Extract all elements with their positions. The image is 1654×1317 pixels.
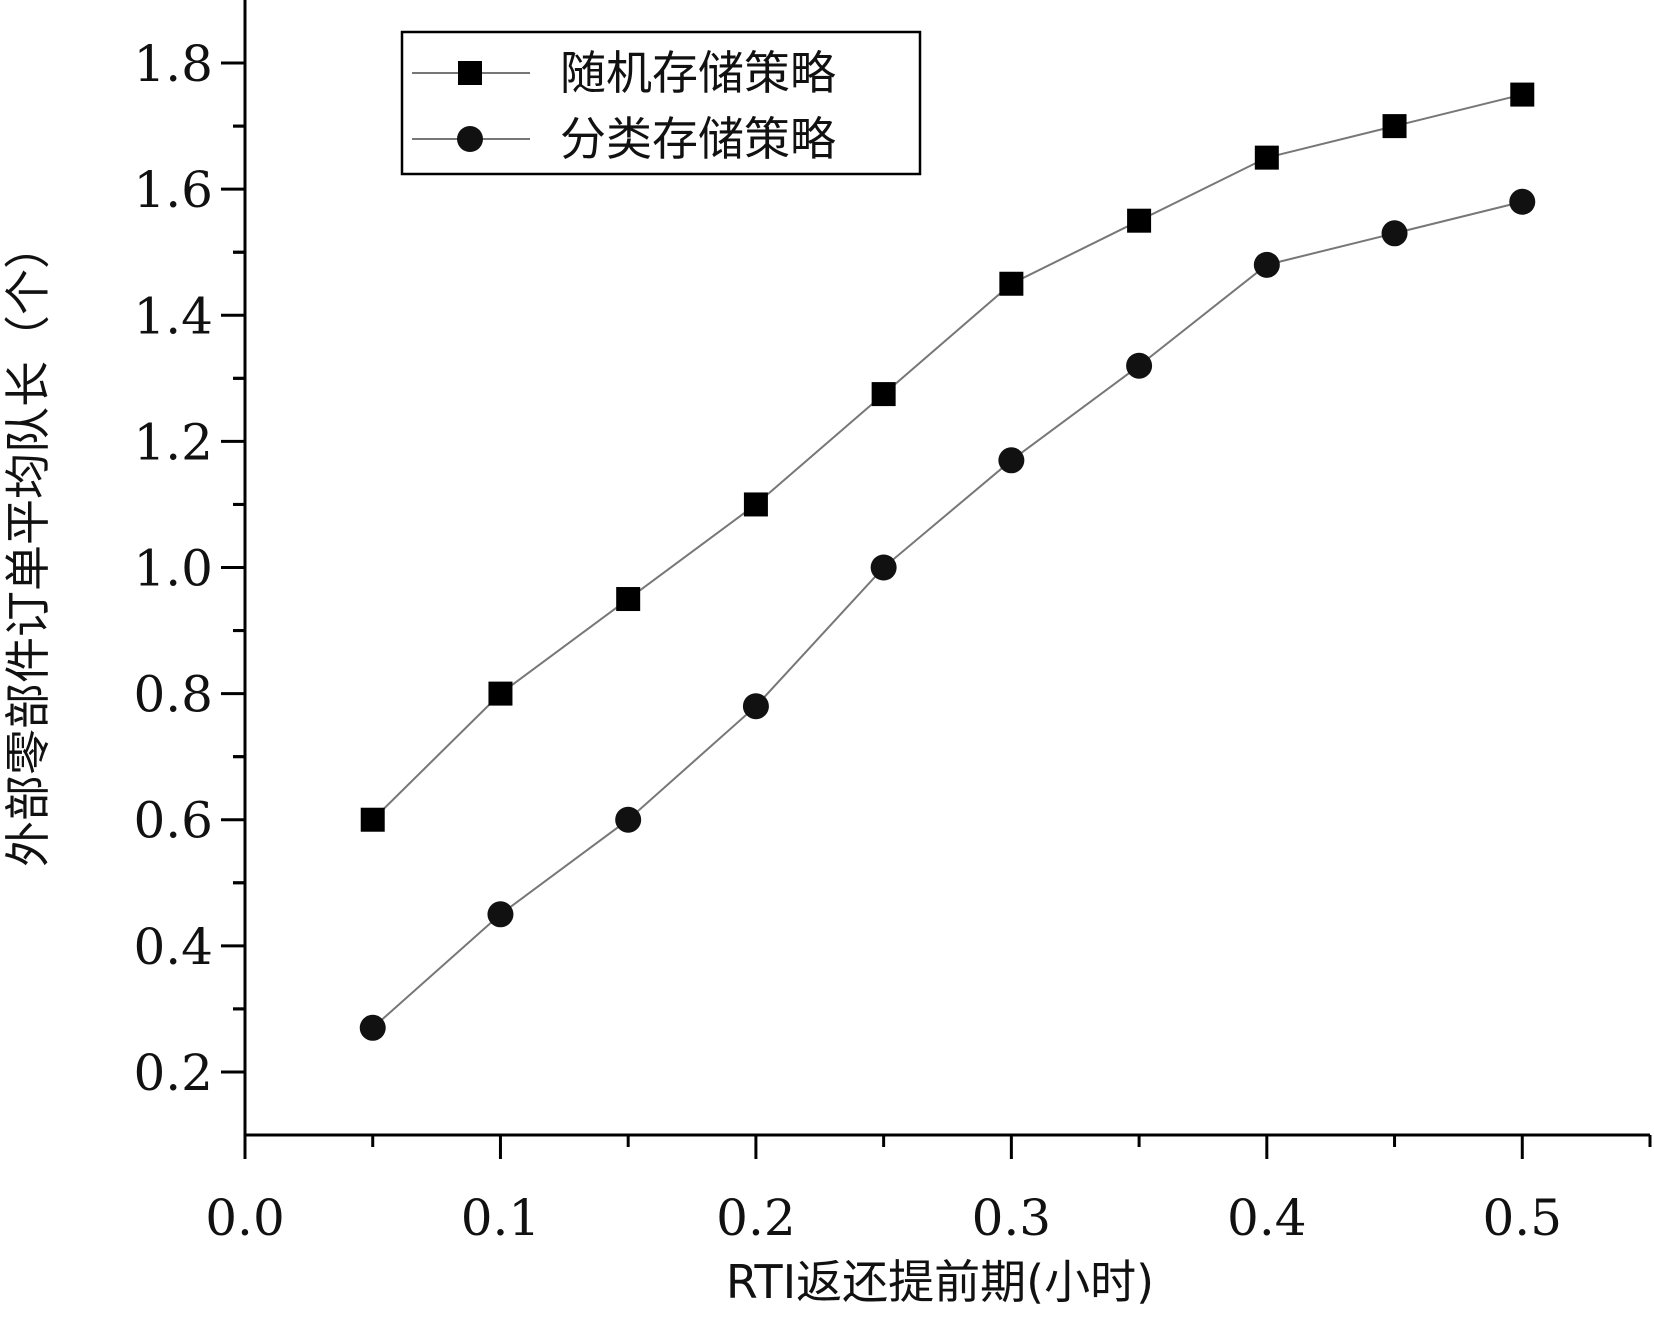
y-tick-label: 1.6	[133, 161, 213, 219]
data-point	[870, 554, 897, 581]
series-line	[372, 200, 1523, 1029]
legend-item-2: 分类存储策略	[412, 112, 836, 166]
series-2	[359, 188, 1536, 1041]
data-point	[360, 807, 385, 832]
legend-label: 随机存储策略	[560, 46, 836, 100]
data-point	[1253, 251, 1280, 278]
data-point	[1127, 208, 1152, 233]
data-point	[1254, 145, 1279, 170]
data-point	[871, 382, 896, 407]
x-axis-title: RTI返还提前期(小时)	[726, 1255, 1154, 1309]
data-point	[742, 693, 769, 720]
x-tick-label: 0.2	[716, 1189, 796, 1247]
data-point	[616, 587, 641, 612]
y-axis-title: 外部零部件订单平均队长（个）	[1, 223, 55, 867]
data-point	[1381, 220, 1408, 247]
legend-marker	[458, 61, 482, 85]
data-point	[1510, 82, 1535, 107]
y-tick-label: 1.0	[133, 540, 213, 598]
x-tick-label: 0.3	[972, 1189, 1052, 1247]
data-point	[487, 901, 514, 928]
data-point	[998, 447, 1025, 474]
y-tick-label: 1.4	[133, 287, 213, 345]
y-tick-label: 0.6	[133, 792, 213, 850]
data-point	[615, 806, 642, 833]
data-point	[359, 1014, 386, 1041]
y-tick-label: 1.8	[133, 35, 213, 93]
data-point	[488, 681, 513, 706]
data-point	[999, 271, 1024, 296]
y-axis-ticks: 0.2 0.4 0.6 0.8 1.0 1.2 1.4 1.6 1.8	[133, 35, 245, 1102]
y-tick-label: 0.4	[133, 918, 213, 976]
legend-item-1: 随机存储策略	[412, 46, 836, 100]
legend-label: 分类存储策略	[560, 112, 836, 166]
y-tick-label: 1.2	[133, 413, 213, 471]
x-axis-ticks: 0.0 0.1 0.2 0.3 0.4 0.5	[205, 1135, 1652, 1247]
data-point	[743, 492, 768, 517]
y-tick-label: 0.8	[133, 666, 213, 724]
data-point	[1126, 352, 1153, 379]
x-tick-label: 0.5	[1483, 1189, 1563, 1247]
data-point	[1509, 188, 1536, 215]
legend-box	[400, 30, 922, 176]
legend-marker	[457, 126, 483, 152]
x-tick-label: 0.4	[1227, 1189, 1307, 1247]
series-line	[372, 93, 1523, 821]
data-point	[1382, 114, 1407, 139]
x-tick-label: 0.0	[205, 1189, 285, 1247]
x-tick-label: 0.1	[461, 1189, 541, 1247]
series-layer	[359, 82, 1536, 1041]
y-tick-label: 0.2	[133, 1044, 213, 1102]
series-1	[360, 82, 1535, 832]
